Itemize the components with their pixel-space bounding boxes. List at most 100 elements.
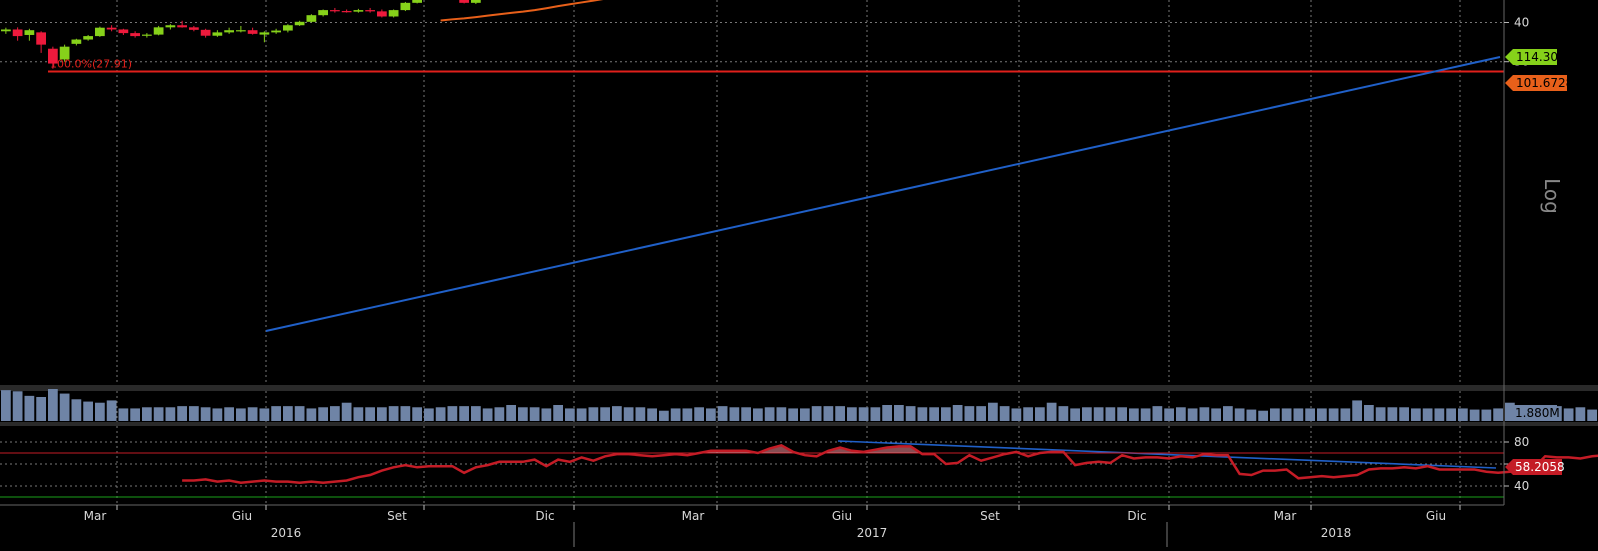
rsi-tick-label: 40 bbox=[1514, 479, 1529, 493]
volume-bar bbox=[729, 407, 740, 421]
volume-bar bbox=[1152, 406, 1163, 421]
candle-body bbox=[294, 21, 305, 26]
volume-bar bbox=[118, 408, 129, 421]
volume-bar bbox=[894, 405, 904, 421]
volume-bar bbox=[1340, 408, 1351, 421]
volume-bar bbox=[377, 407, 387, 421]
candle-body bbox=[106, 27, 117, 30]
volume-bar bbox=[612, 406, 622, 421]
volume-bar bbox=[95, 402, 105, 421]
volume-bar bbox=[306, 408, 317, 421]
candle-body bbox=[306, 15, 317, 22]
volume-bar bbox=[36, 397, 46, 421]
volume-bar bbox=[929, 407, 939, 421]
volume-bar bbox=[858, 407, 869, 421]
volume-bar bbox=[1, 390, 11, 421]
volume-bar bbox=[130, 408, 140, 421]
year-label: 2017 bbox=[857, 526, 888, 540]
volume-bar bbox=[506, 405, 516, 421]
candle-body bbox=[24, 30, 35, 35]
candle-body bbox=[412, 0, 422, 3]
month-label: Mar bbox=[84, 509, 107, 523]
volume-bar bbox=[1011, 408, 1022, 421]
moving-average-value: 101.6728 bbox=[1516, 76, 1573, 90]
volume-bar bbox=[24, 395, 35, 421]
volume-bar bbox=[294, 406, 305, 421]
volume-bar bbox=[1164, 408, 1174, 421]
volume-bar bbox=[259, 408, 270, 421]
volume-bar bbox=[1458, 408, 1468, 421]
volume-bar bbox=[823, 406, 834, 421]
volume-bar bbox=[1211, 408, 1221, 421]
volume-bar bbox=[1129, 408, 1139, 421]
volume-bar bbox=[1575, 407, 1586, 421]
volume-bar bbox=[999, 406, 1010, 421]
year-label: 2018 bbox=[1321, 526, 1352, 540]
volume-bar bbox=[1093, 407, 1104, 421]
volume-bar bbox=[623, 407, 634, 421]
candle-body bbox=[330, 10, 340, 12]
volume-bar bbox=[576, 408, 587, 421]
volume-bar bbox=[1493, 408, 1503, 421]
volume-bar bbox=[1317, 408, 1327, 421]
volume-bar bbox=[1305, 408, 1315, 421]
volume-bar bbox=[1281, 408, 1292, 421]
volume-bar bbox=[1446, 408, 1456, 421]
volume-bar bbox=[917, 407, 928, 421]
month-label: Giu bbox=[1426, 509, 1446, 523]
volume-bar bbox=[1481, 409, 1492, 421]
candle-body bbox=[341, 11, 352, 13]
candle-body bbox=[459, 0, 469, 3]
volume-bar bbox=[988, 402, 998, 421]
volume-bar bbox=[1082, 407, 1092, 421]
volume-bar bbox=[1199, 407, 1210, 421]
volume-bar bbox=[764, 407, 775, 421]
volume-bar bbox=[365, 407, 375, 421]
last-price-value: 114.30 bbox=[1516, 50, 1558, 64]
volume-bar bbox=[12, 391, 23, 421]
candle-body bbox=[165, 25, 176, 28]
volume-bar bbox=[106, 400, 117, 421]
volume-bar bbox=[189, 406, 199, 421]
scale-mode-label: Log bbox=[1540, 178, 1564, 214]
month-label: Dic bbox=[535, 509, 554, 523]
volume-bar bbox=[1352, 400, 1362, 421]
volume-bar bbox=[1187, 408, 1198, 421]
volume-bar bbox=[706, 408, 716, 421]
candle-body bbox=[153, 27, 164, 35]
rsi-tick-label: 80 bbox=[1514, 435, 1529, 449]
candle-body bbox=[471, 0, 481, 3]
volume-bar bbox=[424, 408, 434, 421]
volume-bar bbox=[1023, 407, 1033, 421]
volume-bar bbox=[412, 407, 422, 421]
volume-bar bbox=[1234, 408, 1245, 421]
volume-bar bbox=[1035, 407, 1045, 421]
volume-bar bbox=[494, 407, 505, 421]
volume-bar bbox=[330, 406, 340, 421]
volume-bar bbox=[1117, 407, 1127, 421]
volume-bar bbox=[48, 389, 58, 421]
candle-body bbox=[388, 10, 399, 17]
volume-bar bbox=[870, 407, 881, 421]
volume-bar bbox=[482, 408, 493, 421]
volume-bar bbox=[1328, 408, 1339, 421]
panel-separator bbox=[0, 385, 1598, 391]
candle-body bbox=[36, 32, 46, 45]
volume-bar bbox=[212, 408, 223, 421]
volume-bar bbox=[1375, 407, 1386, 421]
volume-bar bbox=[976, 406, 986, 421]
candle-body bbox=[283, 25, 293, 31]
volume-bar bbox=[647, 408, 657, 421]
volume-bar bbox=[200, 407, 211, 421]
candle-body bbox=[118, 29, 129, 34]
volume-bar bbox=[1258, 410, 1268, 421]
volume-bar bbox=[236, 408, 246, 421]
volume-bar bbox=[835, 406, 845, 421]
candle-body bbox=[142, 34, 152, 36]
month-label: Mar bbox=[682, 509, 705, 523]
month-label: Mar bbox=[1274, 509, 1297, 523]
volume-bar bbox=[941, 407, 951, 421]
volume-bar bbox=[471, 406, 481, 421]
candle-body bbox=[83, 36, 93, 40]
volume-bar bbox=[1387, 407, 1398, 421]
